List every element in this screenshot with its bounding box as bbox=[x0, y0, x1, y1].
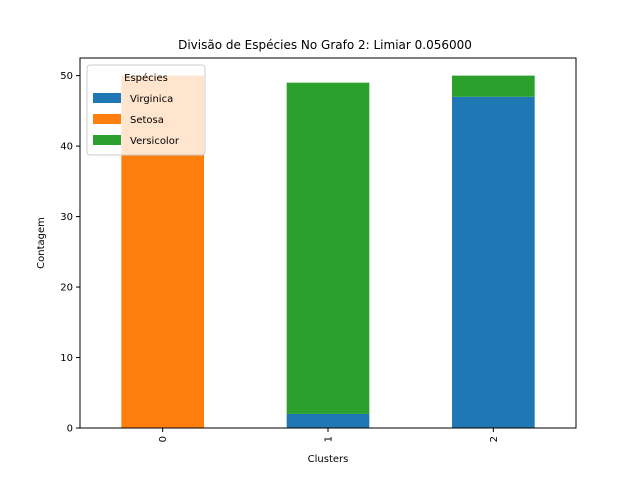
y-tick-label: 0 bbox=[67, 424, 73, 435]
legend-swatch-setosa bbox=[93, 114, 121, 124]
bar-virginica-cluster-2 bbox=[452, 96, 535, 428]
bar-virginica-cluster-1 bbox=[286, 413, 370, 428]
x-tick-label: 2 bbox=[489, 436, 500, 442]
y-tick-label: 40 bbox=[60, 142, 73, 153]
y-tick-label: 30 bbox=[60, 212, 73, 223]
chart-title: Divisão de Espécies No Grafo 2: Limiar 0… bbox=[178, 38, 472, 52]
x-tick-label: 1 bbox=[324, 436, 335, 442]
y-tick-label: 50 bbox=[60, 71, 73, 82]
legend: Espécies Virginica Setosa Versicolor bbox=[86, 64, 206, 156]
legend-box bbox=[86, 64, 206, 156]
legend-swatch-virginica bbox=[93, 93, 121, 103]
legend-title: Espécies bbox=[124, 72, 168, 84]
x-axis-label: Clusters bbox=[308, 454, 349, 465]
y-axis: 0 10 20 30 40 50 bbox=[60, 71, 80, 435]
y-tick-label: 20 bbox=[60, 283, 73, 294]
y-axis-label: Contagem bbox=[36, 217, 47, 269]
legend-label-versicolor: Versicolor bbox=[130, 136, 180, 147]
legend-label-setosa: Setosa bbox=[130, 115, 164, 126]
bar-versicolor-cluster-2 bbox=[452, 75, 535, 97]
x-tick-label: 0 bbox=[158, 436, 169, 442]
legend-label-virginica: Virginica bbox=[130, 94, 173, 105]
x-axis: 0 1 2 bbox=[158, 428, 500, 442]
y-tick-label: 10 bbox=[60, 353, 73, 364]
legend-swatch-versicolor bbox=[93, 135, 121, 145]
bar-versicolor-cluster-1 bbox=[286, 82, 370, 414]
